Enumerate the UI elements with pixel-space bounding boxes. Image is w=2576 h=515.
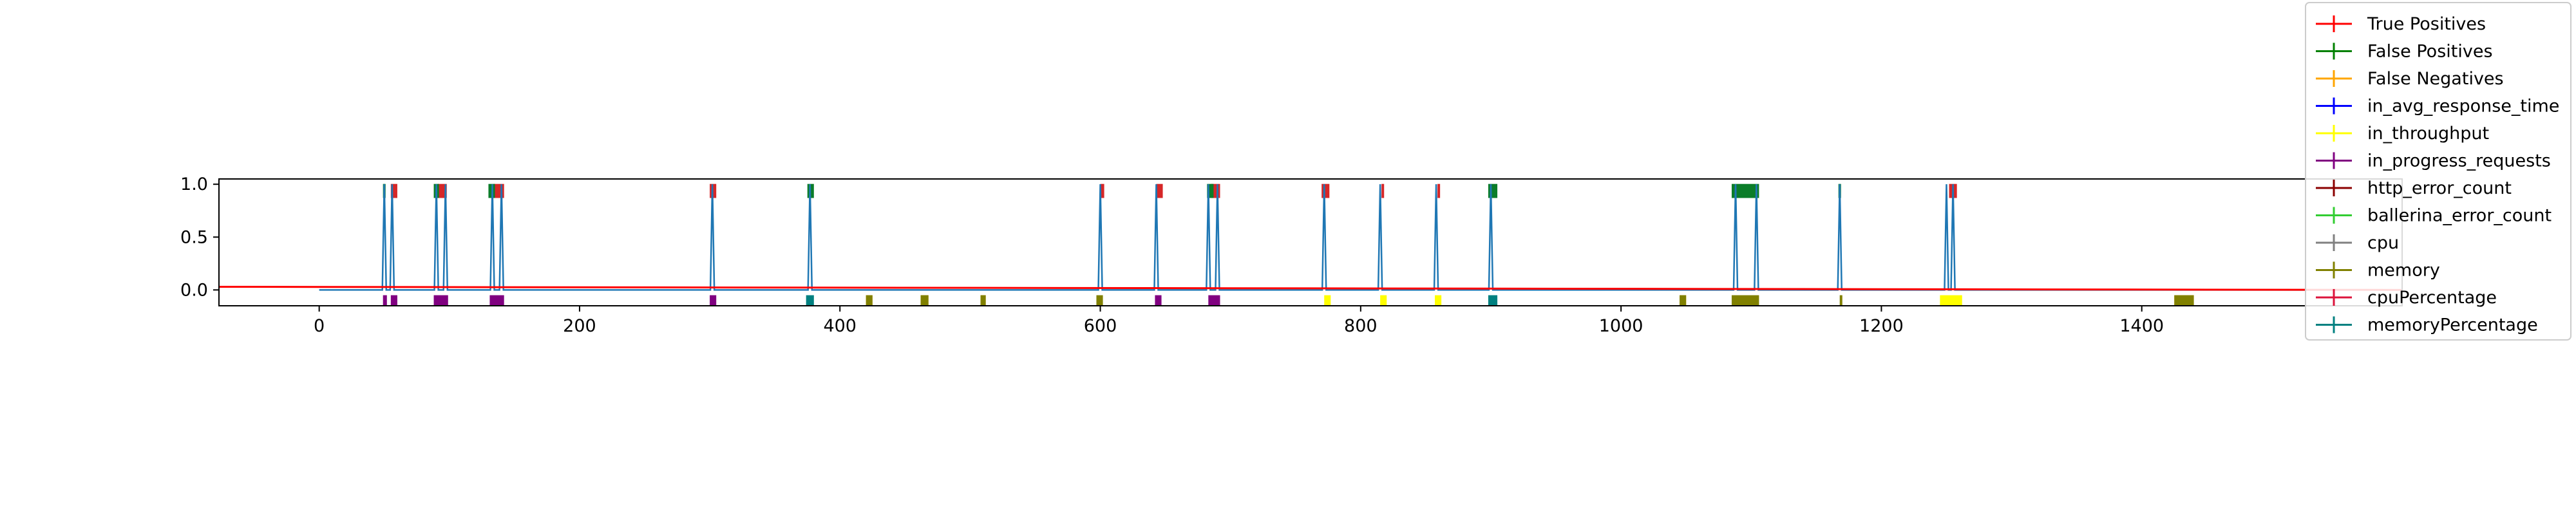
legend-label: in_progress_requests bbox=[2367, 151, 2551, 171]
legend-label: in_throughput bbox=[2367, 124, 2489, 144]
top-band-mark bbox=[1437, 183, 1441, 198]
threshold-line bbox=[219, 285, 2402, 291]
x-tick-label: 800 bbox=[1344, 316, 1378, 336]
x-tick-label: 200 bbox=[563, 316, 596, 336]
top-band-mark bbox=[1207, 183, 1214, 198]
bottom-band-mark bbox=[1380, 295, 1387, 306]
top-band-mark bbox=[1156, 183, 1163, 198]
legend-label: memoryPercentage bbox=[2367, 315, 2538, 335]
legend-item: False Positives bbox=[2316, 42, 2493, 62]
top-band-mark bbox=[1321, 183, 1330, 198]
bottom-band-mark bbox=[1435, 295, 1442, 306]
legend-item: False Negatives bbox=[2316, 69, 2504, 89]
legend-item: memory bbox=[2316, 261, 2440, 281]
bottom-band-mark bbox=[1731, 295, 1759, 306]
bottom-band-mark bbox=[866, 295, 873, 306]
bottom-band-mark bbox=[2174, 295, 2194, 306]
top-band-mark bbox=[493, 183, 504, 198]
bottom-band-mark bbox=[1155, 295, 1162, 306]
legend-label: http_error_count bbox=[2367, 178, 2512, 198]
legend-label: True Positives bbox=[2367, 14, 2486, 34]
legend-item: cpuPercentage bbox=[2316, 288, 2497, 308]
y-tick-label: 0.0 bbox=[180, 280, 208, 300]
bottom-band-mark bbox=[489, 295, 504, 306]
legend-item: in_throughput bbox=[2316, 124, 2489, 144]
legend-item: True Positives bbox=[2316, 14, 2486, 34]
plot-area bbox=[218, 178, 2403, 306]
bottom-band-mark bbox=[1096, 295, 1103, 306]
legend-item: in_progress_requests bbox=[2316, 151, 2551, 171]
y-tick-label: 0.5 bbox=[180, 227, 208, 247]
legend-label: in_avg_response_time bbox=[2367, 97, 2559, 117]
legend-box bbox=[2305, 2, 2571, 341]
top-band-mark bbox=[390, 183, 397, 198]
bottom-band-mark bbox=[1940, 295, 1962, 306]
bottom-band-mark bbox=[806, 295, 814, 306]
bottom-band-mark bbox=[1488, 295, 1498, 306]
x-tick-label: 0 bbox=[314, 316, 325, 336]
bottom-band-mark bbox=[1208, 295, 1220, 306]
bottom-band-mark bbox=[433, 295, 448, 306]
legend-item: ballerina_error_count bbox=[2316, 206, 2552, 226]
legend-label: ballerina_error_count bbox=[2367, 206, 2552, 226]
legend-item: cpu bbox=[2316, 233, 2399, 253]
top-band-mark bbox=[1488, 183, 1498, 198]
bottom-band-mark bbox=[1680, 295, 1687, 306]
bottom-band-mark bbox=[383, 295, 387, 306]
legend-label: memory bbox=[2367, 261, 2440, 281]
y-tick-label: 1.0 bbox=[180, 174, 208, 194]
bottom-band-mark bbox=[980, 295, 986, 306]
legend-label: cpuPercentage bbox=[2367, 288, 2497, 308]
y-axis: 0.0 0.5 1.0 bbox=[180, 174, 219, 300]
legend-item: memoryPercentage bbox=[2316, 315, 2538, 335]
legend-label: False Negatives bbox=[2367, 69, 2504, 89]
bottom-band-mark bbox=[1839, 295, 1842, 306]
x-tick-label: 1400 bbox=[2119, 316, 2164, 336]
plot-content bbox=[219, 183, 2402, 306]
top-band-mark bbox=[1100, 183, 1104, 198]
legend-item: in_avg_response_time bbox=[2316, 97, 2559, 117]
legend: True Positives False Positives False Negat… bbox=[2305, 2, 2571, 341]
bottom-band-mark bbox=[920, 295, 929, 306]
top-band-mark bbox=[1381, 183, 1385, 198]
legend-label: cpu bbox=[2367, 233, 2399, 253]
x-tick-label: 400 bbox=[823, 316, 857, 336]
x-tick-label: 1000 bbox=[1599, 316, 1643, 336]
top-band-mark bbox=[1731, 183, 1759, 198]
anomaly-score-line bbox=[319, 184, 2402, 291]
bottom-band-mark bbox=[1324, 295, 1331, 306]
bottom-band-mark bbox=[710, 295, 717, 306]
x-tick-label: 600 bbox=[1084, 316, 1117, 336]
x-axis: 0 200 400 600 800 1000 1200 1400 bbox=[314, 306, 2164, 336]
legend-item: http_error_count bbox=[2316, 178, 2512, 198]
legend-label: False Positives bbox=[2367, 42, 2493, 62]
bottom-band-mark bbox=[390, 295, 397, 306]
x-tick-label: 1200 bbox=[1859, 316, 1904, 336]
